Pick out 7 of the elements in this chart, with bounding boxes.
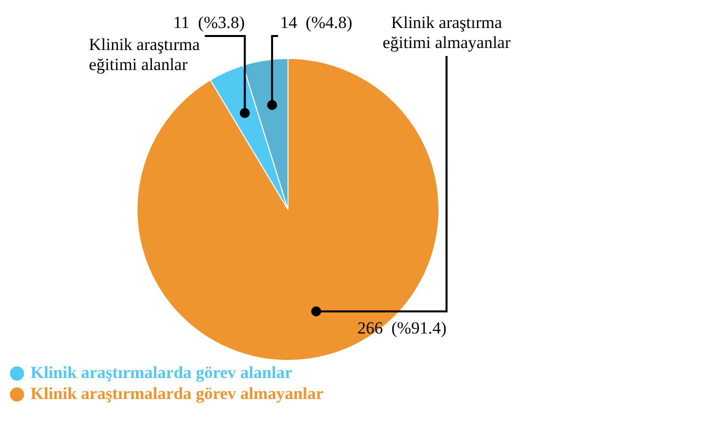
data-label: 11 (%3.8) — [173, 13, 245, 32]
legend-label: Klinik araştırmalarda görev alanlar — [30, 362, 293, 382]
text: Klinik araştırma eğitimi alanlar — [88, 35, 200, 74]
text: Klinik araştırma eğitimi almayanlar — [382, 13, 511, 52]
data-label: 266 (%91.4) — [357, 318, 447, 338]
legend-label: Klinik araştırmalarda görev almayanlar — [30, 384, 324, 403]
data-label: 14 (%4.8) — [280, 13, 352, 32]
